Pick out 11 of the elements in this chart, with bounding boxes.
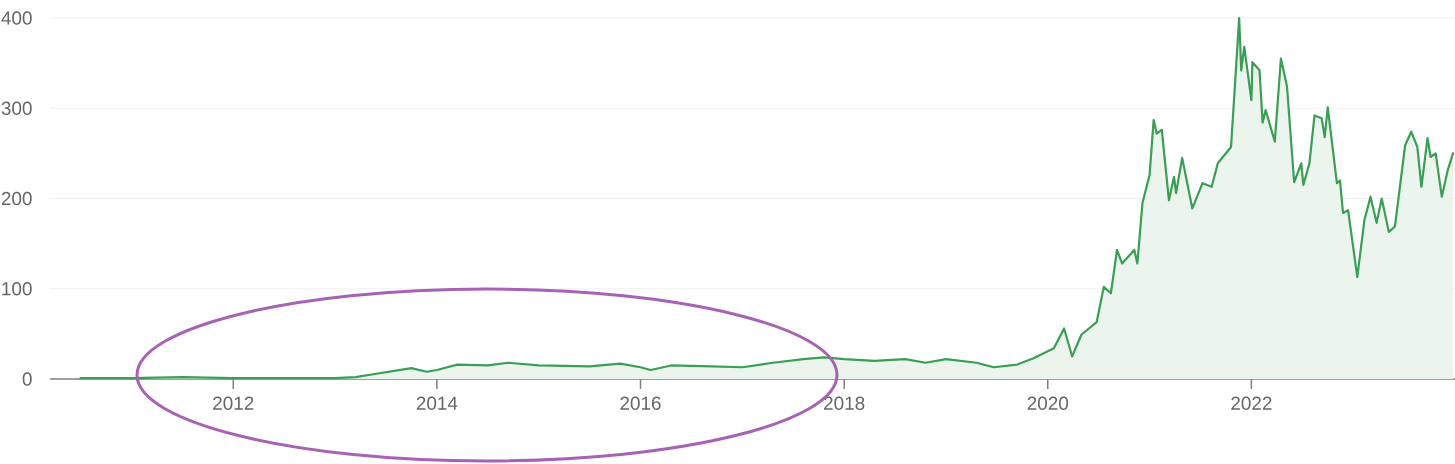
y-tick-label: 0 (22, 372, 32, 386)
y-tick-label: 400 (1, 11, 32, 25)
y-tick-label: 100 (2, 282, 32, 296)
x-tick-label: 2014 (416, 396, 458, 410)
x-tick-label: 2020 (1027, 396, 1069, 410)
x-tick-label: 2022 (1231, 396, 1272, 410)
y-tick-label: 200 (1, 191, 32, 206)
y-tick-label: 300 (1, 101, 32, 115)
x-tick-label: 2016 (620, 396, 661, 410)
x-tick-label: 2018 (824, 396, 865, 410)
x-tick-label: 2012 (213, 396, 254, 410)
